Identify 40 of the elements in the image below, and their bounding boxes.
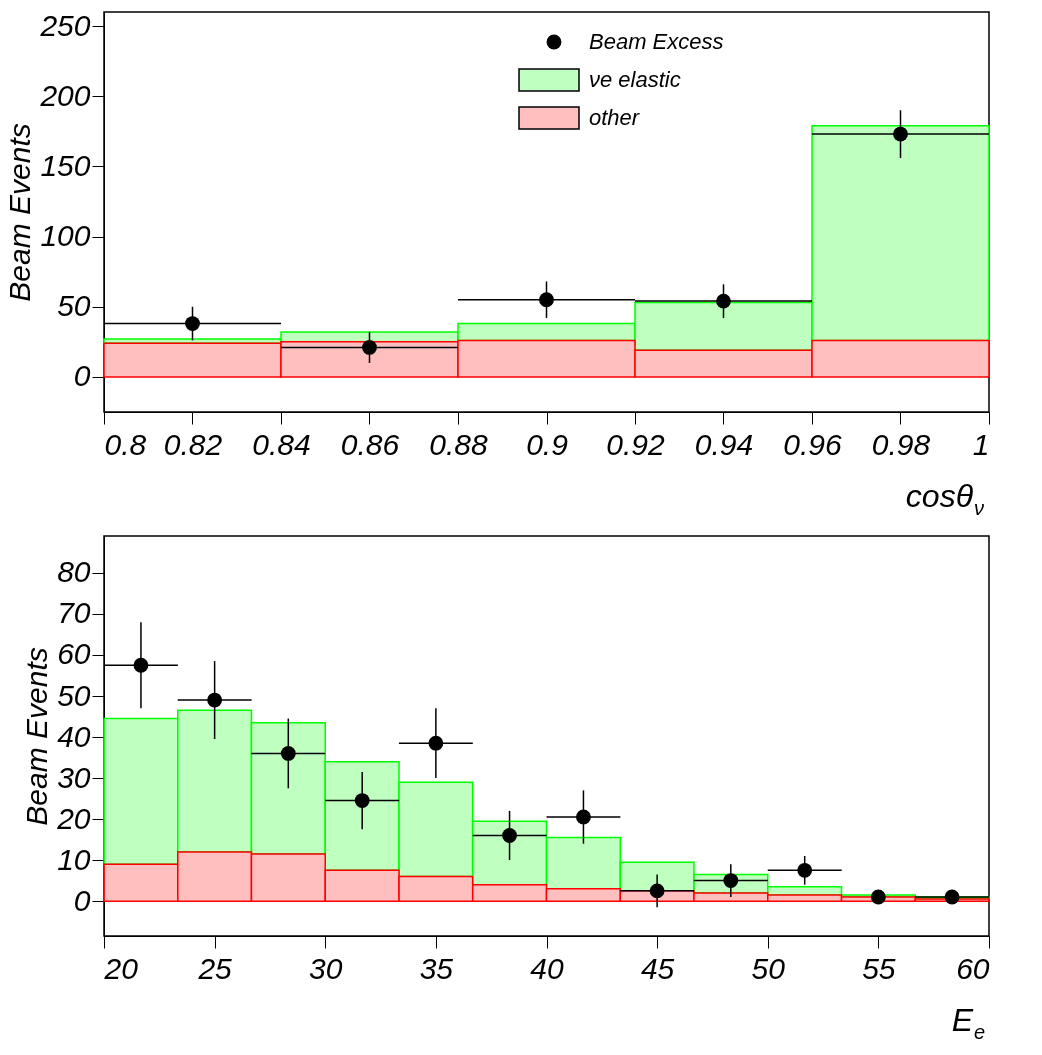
x-tick-label: 0.86 <box>340 427 400 461</box>
x-tick-label: 0.94 <box>694 427 754 461</box>
x-tick-label: 0.82 <box>163 427 223 461</box>
x-tick-label: 20 <box>103 951 139 985</box>
x-tick-label: 35 <box>419 951 454 985</box>
x-tick-label: 40 <box>530 951 564 985</box>
x-tick-label: 0.84 <box>252 427 311 461</box>
y-axis-title: Beam Events <box>20 647 54 826</box>
x-tick-label: 50 <box>751 951 786 985</box>
y-tick-label: 50 <box>57 678 91 712</box>
x-tick-label: 1 <box>972 427 990 461</box>
x-tick-label: 0.88 <box>429 427 489 461</box>
y-tick-label: 60 <box>57 637 91 671</box>
y-tick-label: 30 <box>57 760 91 794</box>
x-tick-label: 0.92 <box>606 427 666 461</box>
y-tick-label: 150 <box>40 148 91 182</box>
x-tick-label: 25 <box>197 951 233 985</box>
y-tick-label: 10 <box>57 842 91 876</box>
x-tick-label: 0.9 <box>526 427 569 461</box>
y-tick-label: 40 <box>57 719 91 753</box>
x-tick-label: 0.8 <box>104 427 147 461</box>
y-tick-label: 250 <box>39 8 91 42</box>
x-tick-label: 0.98 <box>871 427 931 461</box>
y-tick-label: 80 <box>57 555 91 589</box>
legend-label: other <box>589 105 641 130</box>
y-tick-label: 70 <box>57 596 91 630</box>
y-tick-label: 0 <box>73 359 91 393</box>
legend-label: νe elastic <box>589 67 681 92</box>
x-tick-label: 45 <box>640 951 675 985</box>
y-tick-label: 20 <box>56 801 91 835</box>
legend-label: Beam Excess <box>589 29 724 54</box>
y-axis-title: Beam Events <box>3 123 37 302</box>
x-tick-label: 0.96 <box>783 427 843 461</box>
x-tick-label: 30 <box>309 951 343 985</box>
y-tick-label: 0 <box>73 883 91 917</box>
y-tick-label: 50 <box>57 289 91 323</box>
y-tick-label: 100 <box>40 219 91 253</box>
y-tick-label: 200 <box>39 78 91 112</box>
x-tick-label: 60 <box>956 951 990 985</box>
x-tick-label: 55 <box>862 951 896 985</box>
